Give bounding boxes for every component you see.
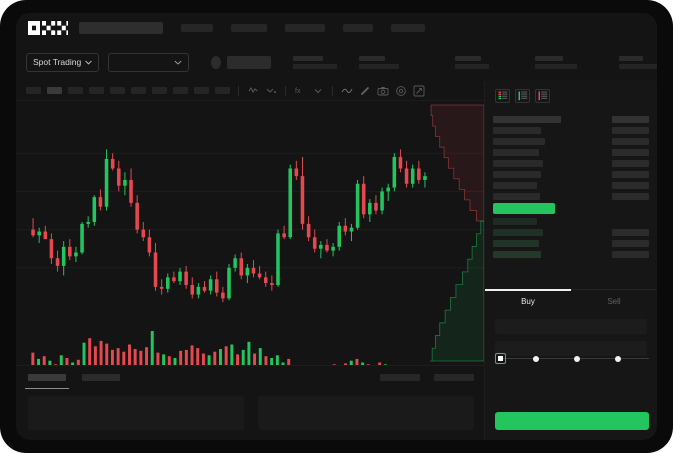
- coin-icon: [210, 55, 221, 69]
- orders-action-1[interactable]: [380, 374, 420, 381]
- percent-slider[interactable]: [495, 353, 649, 365]
- orderbook-bids-icon[interactable]: [515, 89, 530, 103]
- nav-item-2[interactable]: [231, 24, 267, 32]
- ticker-bar: Spot Trading: [16, 43, 657, 81]
- timeframe-button-2[interactable]: [47, 87, 62, 94]
- chevron-down-icon: [85, 60, 92, 65]
- slider-stop-50[interactable]: [574, 355, 580, 362]
- orderbook-ask-row[interactable]: [493, 180, 649, 191]
- tablet-screen-bezel: Spot Trading: [16, 13, 657, 440]
- toolbar-divider: [332, 85, 333, 96]
- okx-trading-app: Spot Trading: [16, 13, 657, 440]
- orderbook-ask-row[interactable]: [493, 158, 649, 169]
- timeframe-button-9[interactable]: [194, 87, 209, 94]
- timeframe-button-7[interactable]: [152, 87, 167, 94]
- search-input[interactable]: [79, 22, 163, 34]
- orderbook-ask-row[interactable]: [493, 169, 649, 180]
- toolbar-divider: [285, 85, 286, 96]
- orders-content: [28, 396, 474, 430]
- tab-sell-label: Sell: [607, 297, 621, 306]
- indicators-icon[interactable]: fx: [294, 85, 306, 97]
- orderbook-bid-row[interactable]: [493, 227, 649, 238]
- orderbook-ask-row[interactable]: [493, 136, 649, 147]
- nav-item-3[interactable]: [285, 24, 325, 32]
- orderbook-ask-row[interactable]: [493, 125, 649, 136]
- market-type-selector[interactable]: Spot Trading: [26, 52, 100, 72]
- orderbook-display-modes: [485, 81, 657, 110]
- chevron-down-icon: [174, 60, 182, 65]
- orderbook-bid-row[interactable]: [493, 249, 649, 260]
- price-chart-panel[interactable]: [16, 101, 484, 365]
- orders-actions: [380, 374, 474, 381]
- orderbook-bid-row[interactable]: [493, 216, 649, 227]
- timeframe-button-4[interactable]: [89, 87, 104, 94]
- orderbook-header-row: [493, 114, 649, 125]
- svg-text:fx: fx: [295, 88, 301, 95]
- orderbook-asks-icon[interactable]: [535, 89, 550, 103]
- nav-item-5[interactable]: [391, 24, 425, 32]
- orders-panel-right: [258, 396, 474, 430]
- trend-line-icon[interactable]: [341, 85, 353, 97]
- orders-panel: [16, 365, 484, 440]
- timeframe-button-6[interactable]: [131, 87, 146, 94]
- amount-input[interactable]: [495, 341, 647, 356]
- trading-pair-selector[interactable]: [108, 52, 189, 72]
- timeframe-button-10[interactable]: [215, 87, 230, 94]
- orderbook-and-trade-panel: Buy Sell: [484, 81, 657, 440]
- order-entry-form: [495, 319, 647, 363]
- ticker-stat-4: [535, 55, 577, 69]
- orderbook-bid-row[interactable]: [493, 238, 649, 249]
- slider-handle[interactable]: [495, 353, 506, 364]
- tab-sell[interactable]: Sell: [571, 290, 657, 313]
- slider-stop-25[interactable]: [533, 355, 539, 362]
- ruler-icon[interactable]: [359, 85, 371, 97]
- depth-chart-overlay: [430, 104, 484, 362]
- submit-order-button[interactable]: [495, 412, 649, 430]
- tab-open-orders[interactable]: [25, 374, 69, 389]
- orderbook-rows[interactable]: [485, 110, 657, 260]
- camera-icon[interactable]: [377, 85, 389, 97]
- okx-logo[interactable]: [28, 20, 68, 36]
- ticker-stat-2: [359, 55, 399, 69]
- timeframe-button-3[interactable]: [68, 87, 83, 94]
- orderbook-ask-row[interactable]: [493, 147, 649, 158]
- tab-order-history[interactable]: [82, 374, 120, 381]
- fullscreen-icon[interactable]: [413, 85, 425, 97]
- candlestick-chart-icon[interactable]: [247, 85, 259, 97]
- orders-tabs: [25, 374, 120, 389]
- nav-item-1[interactable]: [181, 24, 213, 32]
- price-input[interactable]: [495, 319, 647, 334]
- timeframe-button-1[interactable]: [26, 87, 41, 94]
- top-navigation-bar: [16, 13, 657, 43]
- orderbook-both-icon[interactable]: [495, 89, 510, 103]
- toolbar-divider: [238, 85, 239, 96]
- okx-pixel-logo-icon: [28, 20, 68, 35]
- chart-toolbar: fx: [16, 81, 484, 101]
- ticker-stat-3: [455, 55, 489, 69]
- timeframe-button-5[interactable]: [110, 87, 125, 94]
- ticker-stat-1: [293, 55, 337, 69]
- nav-item-4[interactable]: [343, 24, 373, 32]
- ticker-stat-5: [619, 55, 657, 69]
- tab-buy-label: Buy: [521, 297, 535, 306]
- orderbook-last-price-highlight: [493, 203, 555, 214]
- ticker-last-price: [226, 55, 271, 69]
- slider-stop-75[interactable]: [615, 355, 621, 362]
- timeframe-button-8[interactable]: [173, 87, 188, 94]
- line-chart-icon[interactable]: [265, 85, 277, 97]
- tab-buy[interactable]: Buy: [485, 289, 571, 313]
- orders-panel-left: [28, 396, 244, 430]
- buy-sell-tabs: Buy Sell: [485, 289, 657, 313]
- orders-action-2[interactable]: [434, 374, 474, 381]
- market-type-label: Spot Trading: [33, 57, 82, 67]
- settings-icon[interactable]: [395, 85, 407, 97]
- orderbook-ask-row[interactable]: [493, 191, 649, 202]
- candlestick-chart: [16, 149, 484, 365]
- chevron-down-icon[interactable]: [312, 85, 324, 97]
